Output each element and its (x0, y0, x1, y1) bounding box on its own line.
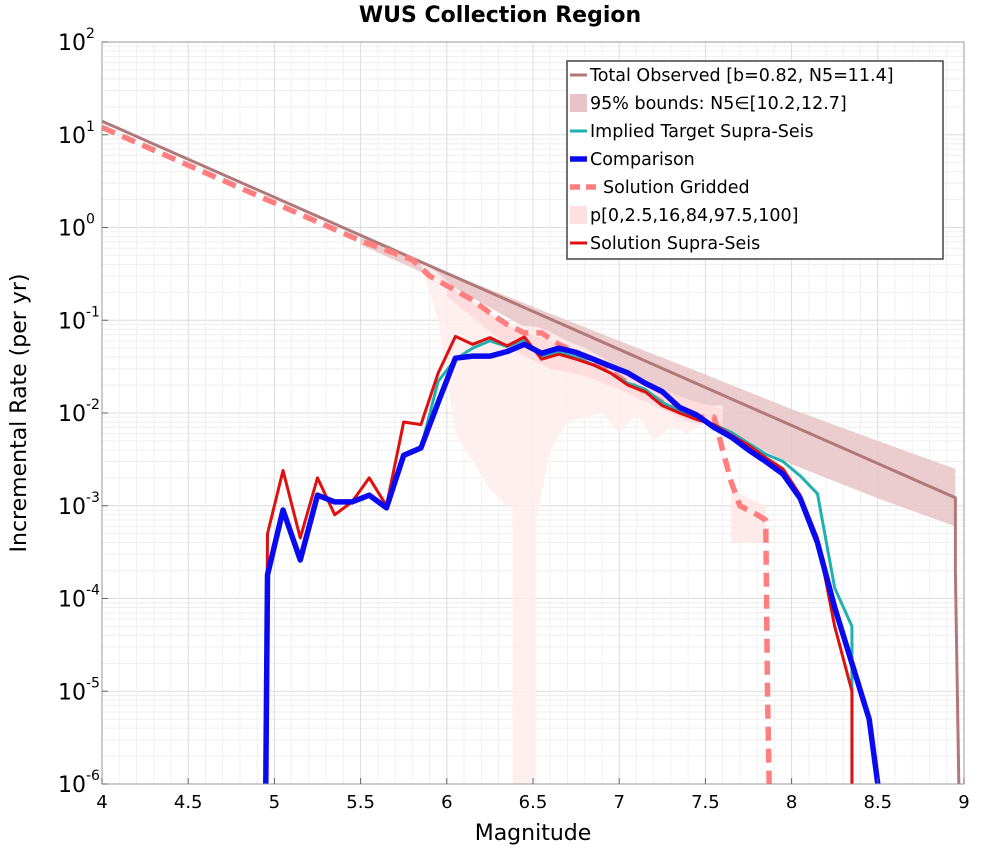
x-tick-label: 7.5 (691, 792, 720, 813)
legend-label: Solution Gridded (603, 178, 750, 198)
x-tick-label: 4.5 (174, 792, 203, 813)
x-tick-label: 6.5 (519, 792, 548, 813)
legend-label: Solution Supra-Seis (590, 234, 760, 254)
series-lines (100, 119, 961, 785)
y-tick-label: 10-2 (58, 397, 100, 427)
x-tick-label: 5 (269, 792, 280, 813)
legend-swatch (570, 206, 587, 224)
x-axis-ticks: 4 4.5 5 5.5 6 6.5 7 7.5 8 8.5 9 (96, 778, 970, 813)
x-tick-label: 8 (786, 792, 797, 813)
legend: Total Observed [b=0.82, N5=11.4] 95% boun… (566, 60, 944, 260)
legend-label: p[0,2.5,16,84,97.5,100] (590, 206, 798, 226)
x-axis-label: Magnitude (475, 821, 592, 846)
legend-swatch (570, 94, 587, 112)
y-tick-label: 102 (58, 26, 95, 56)
y-tick-label: 10-6 (58, 768, 100, 798)
legend-label: Comparison (590, 150, 695, 170)
y-tick-label: 10-3 (58, 490, 100, 520)
legend-label: Total Observed [b=0.82, N5=11.4] (589, 66, 894, 86)
series-line (100, 124, 772, 785)
legend-label: Implied Target Supra-Seis (590, 122, 814, 142)
x-tick-label: 7 (613, 792, 624, 813)
legend-box (566, 60, 944, 260)
x-tick-label: 9 (958, 792, 969, 813)
x-tick-label: 4 (96, 792, 107, 813)
y-tick-label: 10-4 (58, 583, 100, 613)
x-tick-label: 6 (441, 792, 452, 813)
chart-title: WUS Collection Region (359, 3, 641, 28)
x-tick-label: 5.5 (346, 792, 375, 813)
y-tick-label: 10-1 (58, 304, 100, 334)
y-tick-label: 100 (58, 212, 95, 242)
y-tick-label: 10-5 (58, 675, 100, 705)
y-axis-ticks: 10-6 10-5 10-4 10-3 10-2 10-1 100 101 102 (58, 26, 108, 798)
series-line (263, 341, 881, 785)
x-tick-label: 8.5 (863, 792, 892, 813)
series-line (101, 119, 961, 785)
y-axis-label: Incremental Rate (per yr) (7, 274, 32, 553)
band-area (360, 237, 956, 527)
legend-label: 95% bounds: N5∈[10.2,12.7] (590, 94, 847, 114)
y-tick-label: 101 (58, 119, 95, 149)
